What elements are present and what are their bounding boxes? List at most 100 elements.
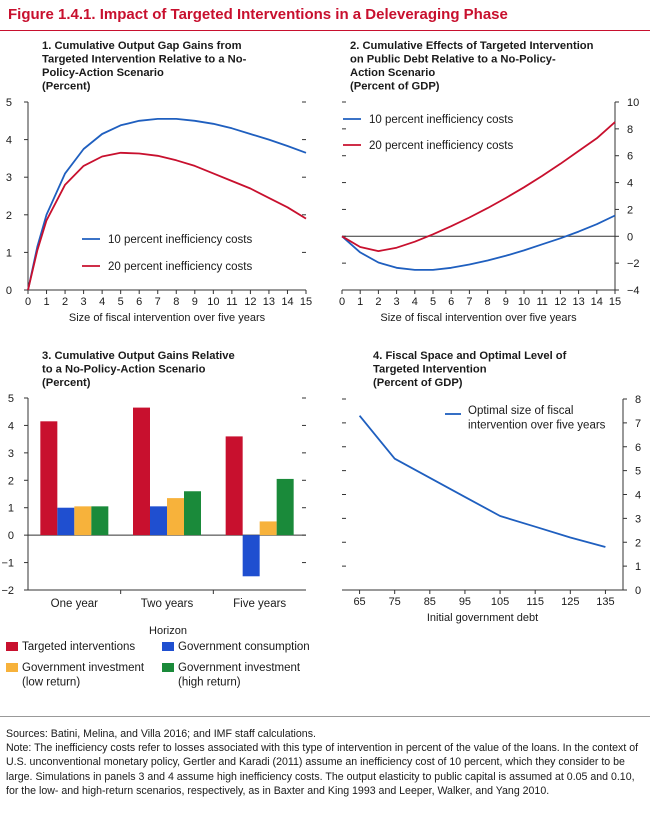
- panel-1-x-tick-label: 3: [81, 296, 87, 308]
- panel-1-x-tick-label: 10: [207, 296, 219, 308]
- panel-4-y-tick-label: 4: [635, 490, 641, 502]
- panel-4-x-tick-label: 85: [424, 596, 436, 608]
- panel-3-bar-red: [133, 407, 150, 536]
- figure-title: Figure 1.4.1. Impact of Targeted Interve…: [8, 6, 508, 23]
- panel-1-x-tick-label: 11: [226, 296, 237, 308]
- panel-3-y-tick-label: 1: [8, 503, 14, 515]
- panel-4-y-tick-label: 3: [635, 513, 641, 525]
- panel-1-x-tick-label: 6: [136, 296, 142, 308]
- panel-4-x-tick-label: 105: [491, 596, 509, 608]
- panel-2-y-tick-label: −2: [627, 258, 640, 270]
- panel-2-title-line: (Percent of GDP): [350, 81, 440, 93]
- panel-1-x-tick-label: 7: [155, 296, 161, 308]
- panel-1-series-1-line: [27, 118, 307, 291]
- panel-4-x-tick-label: 115: [526, 596, 544, 608]
- panel-1-title-line: Policy-Action Scenario: [42, 67, 164, 79]
- panel-1-title-line: (Percent): [42, 81, 91, 93]
- panel-4-series-1-line: [358, 415, 606, 548]
- panel-2-series-1-line: [341, 214, 616, 271]
- panel-2-legend-label: 10 percent inefficiency costs: [369, 114, 514, 126]
- panel-4-y-tick-label: 5: [635, 466, 641, 478]
- sources-text: Sources: Batini, Melina, and Villa 2016;…: [6, 728, 316, 740]
- panel-3-legend-swatch: [6, 663, 18, 672]
- panel-4-x-tick-label: 135: [596, 596, 614, 608]
- panel-1-legend-label: 20 percent inefficiency costs: [108, 261, 253, 273]
- panel-4-title-line: 4. Fiscal Space and Optimal Level of: [373, 350, 567, 362]
- panel-2-x-tick-label: 9: [503, 296, 509, 308]
- panel-4-title-line: (Percent of GDP): [373, 377, 463, 389]
- panel-3-y-tick-label: 0: [8, 530, 14, 542]
- panel-3-bar-green: [184, 491, 201, 536]
- panel-3-bar-green: [91, 506, 109, 536]
- panel-2-y-tick-label: 10: [627, 97, 639, 109]
- panel-2-series-2-line: [341, 121, 616, 252]
- panel-2-x-tick-label: 10: [518, 296, 530, 308]
- panel-1-x-tick-label: 15: [300, 296, 312, 308]
- panel-1-y-tick-label: 2: [6, 210, 12, 222]
- panel-4-x-axis-label: Initial government debt: [427, 612, 538, 624]
- panel-3-x-axis-label: Horizon: [149, 625, 187, 637]
- panel-1-title-line: Targeted Intervention Relative to a No-: [42, 54, 247, 66]
- panel-3-bar-blue: [150, 506, 167, 536]
- panel-3-legend-label: (high return): [178, 677, 241, 689]
- panel-1-x-tick-label: 0: [25, 296, 31, 308]
- panel-2-title-line: on Public Debt Relative to a No-Policy-: [350, 54, 556, 66]
- panel-1-x-tick-label: 14: [281, 296, 293, 308]
- panel-3-legend-swatch: [162, 642, 174, 651]
- panel-4-y-tick-label: 2: [635, 537, 641, 549]
- panel-4-y-tick-label: 0: [635, 585, 641, 597]
- panel-3-y-tick-label: 5: [8, 393, 14, 405]
- panel-2-x-tick-label: 11: [536, 296, 547, 308]
- panel-1-x-axis-label: Size of fiscal intervention over five ye…: [69, 312, 266, 324]
- panel-3-bar-blue: [57, 507, 75, 536]
- panel-2-x-tick-label: 12: [554, 296, 566, 308]
- panel-2-x-tick-label: 2: [375, 296, 381, 308]
- panel-3-chart: 3. Cumulative Output Gains Relative to a …: [1, 350, 310, 689]
- panel-2-x-tick-label: 8: [485, 296, 491, 308]
- panel-3-legend-label: Government investment: [22, 662, 145, 674]
- panel-1-y-tick-label: 0: [6, 285, 12, 297]
- panel-1-series-2-line: [27, 151, 307, 291]
- panel-3-bar-red: [40, 421, 58, 536]
- panel-1-x-tick-label: 12: [244, 296, 256, 308]
- panel-4-y-tick-label: 6: [635, 442, 641, 454]
- panel-1-y-tick-label: 1: [6, 247, 12, 259]
- panel-1-chart: 1. Cumulative Output Gap Gains from Targe…: [6, 40, 312, 324]
- panel-1-title-line: 1. Cumulative Output Gap Gains from: [42, 40, 242, 52]
- panel-3-legend-label: Government consumption: [178, 641, 310, 653]
- panel-3-bar-yellow: [259, 521, 277, 536]
- panel-2-x-tick-label: 14: [591, 296, 603, 308]
- panel-2-legend-label: 20 percent inefficiency costs: [369, 140, 514, 152]
- panel-1-y-tick-label: 5: [6, 97, 12, 109]
- panel-1-x-tick-label: 5: [118, 296, 124, 308]
- panel-2-y-tick-label: 8: [627, 124, 633, 136]
- notes-block: Sources: Batini, Melina, and Villa 2016;…: [6, 727, 646, 798]
- panel-3-title-line: to a No-Policy-Action Scenario: [42, 364, 206, 376]
- panel-1-x-tick-label: 1: [43, 296, 49, 308]
- panel-2-x-tick-label: 3: [394, 296, 400, 308]
- panel-3-bar-red: [225, 436, 243, 536]
- panel-2-title-line: Action Scenario: [350, 67, 435, 79]
- panel-2-x-tick-label: 7: [466, 296, 472, 308]
- panel-3-legend-label: (low return): [22, 677, 80, 689]
- panel-2-y-tick-label: −4: [627, 285, 640, 297]
- panel-4-legend-label: Optimal size of fiscal: [468, 405, 573, 417]
- panel-3-category-label: Two years: [141, 598, 194, 610]
- panel-4-chart: 4. Fiscal Space and Optimal Level of Targ…: [342, 350, 641, 624]
- panel-3-y-tick-label: −2: [1, 585, 14, 597]
- panel-4-x-tick-label: 65: [353, 596, 365, 608]
- panel-3-legend-label: Targeted interventions: [22, 641, 135, 653]
- panel-4-y-tick-label: 1: [635, 561, 641, 573]
- panel-3-title-line: 3. Cumulative Output Gains Relative: [42, 350, 235, 362]
- panel-2-chart: 2. Cumulative Effects of Targeted Interv…: [339, 40, 640, 324]
- notes-divider: [0, 716, 650, 717]
- panel-1-legend-label: 10 percent inefficiency costs: [108, 234, 253, 246]
- panel-4-y-tick-label: 8: [635, 394, 641, 406]
- panel-2-x-tick-label: 5: [430, 296, 436, 308]
- panel-3-y-tick-label: −1: [1, 558, 14, 570]
- panel-3-y-tick-label: 3: [8, 448, 14, 460]
- panel-3-bar-green: [276, 478, 294, 536]
- panel-2-title-line: 2. Cumulative Effects of Targeted Interv…: [350, 40, 594, 52]
- panel-4-y-tick-label: 7: [635, 418, 641, 430]
